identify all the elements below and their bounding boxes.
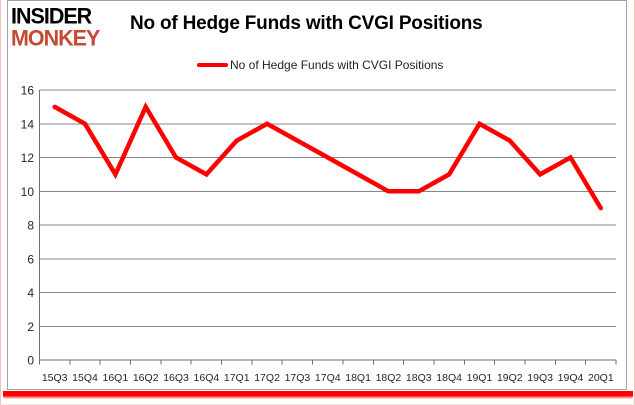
legend: No of Hedge Funds with CVGI Positions bbox=[197, 57, 443, 73]
legend-label: No of Hedge Funds with CVGI Positions bbox=[230, 58, 444, 72]
logo-text-monkey: MONKEY bbox=[11, 25, 100, 51]
bottom-accent-bar bbox=[3, 391, 633, 399]
legend-line-marker bbox=[197, 62, 228, 68]
insider-monkey-logo: INSIDER MONKEY bbox=[11, 3, 100, 51]
chart-title: No of Hedge Funds with CVGI Positions bbox=[130, 13, 483, 34]
logo-text-insider: INSIDER bbox=[11, 3, 92, 29]
